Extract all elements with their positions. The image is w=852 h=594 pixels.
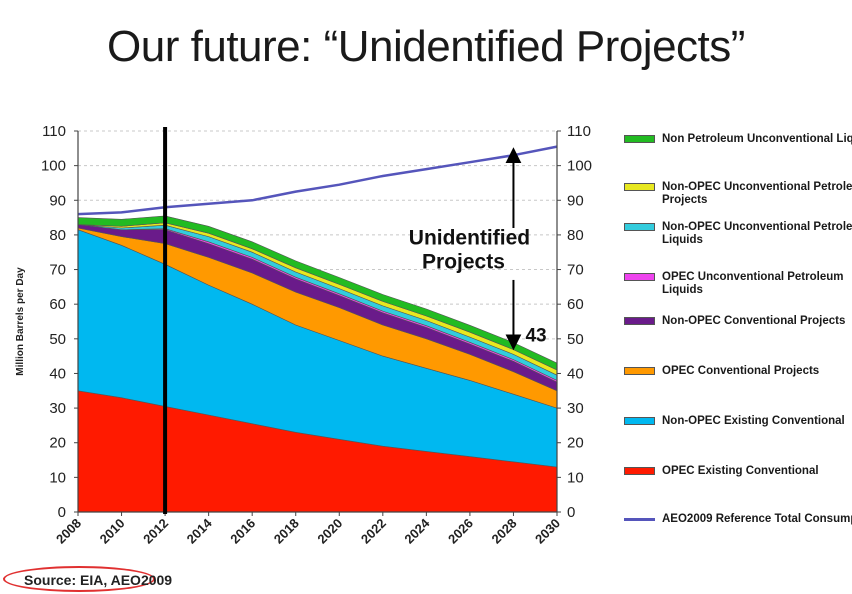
legend-item: Non-OPEC Unconventional Petroleum Liquid… bbox=[622, 221, 852, 247]
y-tick-label-right: 30 bbox=[567, 400, 584, 417]
legend-swatch bbox=[624, 317, 655, 325]
x-tick-label: 2030 bbox=[532, 516, 563, 547]
legend-label: OPEC Conventional Projects bbox=[662, 365, 820, 377]
y-tick-label-left: 0 bbox=[58, 504, 66, 521]
legend-item: Non Petroleum Unconventional Liquids bbox=[622, 133, 852, 146]
legend-item: OPEC Conventional Projects bbox=[622, 365, 852, 378]
legend-label: Non-OPEC Conventional Projects bbox=[662, 315, 846, 327]
legend-swatch bbox=[624, 467, 655, 475]
legend-label: OPEC Existing Conventional bbox=[662, 465, 819, 477]
y-tick-label-right: 70 bbox=[567, 262, 584, 279]
legend-swatch bbox=[624, 518, 655, 521]
x-tick-label: 2018 bbox=[271, 516, 302, 547]
x-tick-label: 2020 bbox=[314, 516, 345, 547]
gap-label-line1: Unidentified bbox=[409, 226, 530, 249]
y-tick-label-right: 40 bbox=[567, 365, 584, 382]
legend-swatch bbox=[624, 223, 655, 231]
y-tick-label-left: 40 bbox=[49, 365, 66, 382]
legend-swatch bbox=[624, 135, 655, 143]
y-tick-label-left: 90 bbox=[49, 192, 66, 209]
y-tick-label-left: 110 bbox=[42, 123, 66, 140]
legend-item: Non-OPEC Conventional Projects bbox=[622, 315, 852, 328]
x-tick-label: 2016 bbox=[227, 516, 258, 547]
y-tick-label-right: 90 bbox=[567, 192, 584, 209]
y-tick-label-left: 50 bbox=[49, 331, 66, 348]
x-tick-label: 2012 bbox=[140, 516, 171, 547]
legend-label: Non-OPEC Unconventional Petroleum Projec… bbox=[662, 181, 852, 206]
legend-item: AEO2009 Reference Total Consumption bbox=[622, 513, 852, 526]
legend-item: Non-OPEC Existing Conventional bbox=[622, 415, 852, 428]
source-note: Source: EIA, AEO2009 bbox=[24, 572, 173, 588]
legend-label: AEO2009 Reference Total Consumption bbox=[662, 513, 852, 525]
legend-swatch bbox=[624, 417, 655, 425]
gap-label-line2: Projects bbox=[422, 251, 505, 274]
legend-label: Non-OPEC Unconventional Petroleum Liquid… bbox=[662, 221, 852, 246]
legend-item: OPEC Unconventional Petroleum Liquids bbox=[622, 271, 852, 297]
x-tick-label: 2026 bbox=[445, 516, 476, 547]
x-tick-label: 2010 bbox=[97, 516, 128, 547]
y-tick-label-left: 70 bbox=[49, 262, 66, 279]
y-tick-label-left: 10 bbox=[49, 469, 66, 486]
x-tick-label: 2028 bbox=[489, 516, 520, 547]
y-tick-label-left: 100 bbox=[41, 158, 66, 175]
legend-label: OPEC Unconventional Petroleum Liquids bbox=[662, 271, 844, 296]
y-tick-label-right: 80 bbox=[567, 227, 584, 244]
y-tick-label-left: 30 bbox=[49, 400, 66, 417]
y-tick-label-left: 20 bbox=[49, 435, 66, 452]
y-tick-label-left: 60 bbox=[49, 296, 66, 313]
y-tick-label-right: 20 bbox=[567, 435, 584, 452]
x-tick-label: 2014 bbox=[184, 515, 216, 547]
legend-item: Non-OPEC Unconventional Petroleum Projec… bbox=[622, 181, 852, 207]
legend-item: OPEC Existing Conventional bbox=[622, 465, 852, 478]
legend-label: Non Petroleum Unconventional Liquids bbox=[662, 133, 852, 145]
source-highlight-oval bbox=[3, 566, 155, 592]
legend-swatch bbox=[624, 367, 655, 375]
y-axis-label: Million Barrels per Day bbox=[15, 267, 26, 376]
legend-swatch bbox=[624, 183, 655, 191]
consumption-line bbox=[77, 145, 558, 216]
y-tick-label-right: 10 bbox=[567, 469, 584, 486]
slide-title: Our future: “Unidentified Projects” bbox=[107, 22, 745, 71]
y-tick-label-left: 80 bbox=[49, 227, 66, 244]
y-tick-label-right: 60 bbox=[567, 296, 584, 313]
y-tick-label-right: 110 bbox=[567, 123, 591, 140]
y-tick-label-right: 0 bbox=[567, 504, 575, 521]
legend-swatch bbox=[624, 273, 655, 281]
legend-label: Non-OPEC Existing Conventional bbox=[662, 415, 845, 427]
x-tick-label: 2022 bbox=[358, 516, 389, 547]
y-tick-label-right: 50 bbox=[567, 331, 584, 348]
y-tick-label-right: 100 bbox=[567, 158, 592, 175]
x-tick-label: 2024 bbox=[401, 515, 433, 547]
gap-value-label: 43 bbox=[525, 325, 546, 346]
